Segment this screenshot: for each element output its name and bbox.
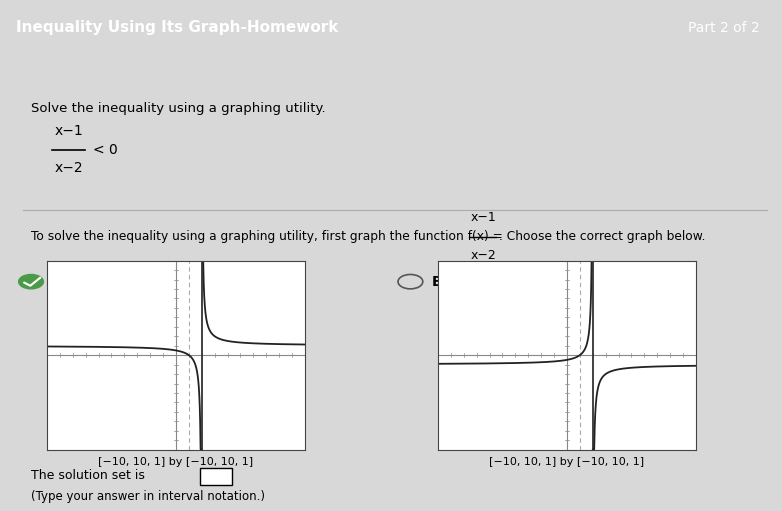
Text: Solve the inequality using a graphing utility.: Solve the inequality using a graphing ut… [31,102,325,115]
Circle shape [19,274,44,289]
FancyBboxPatch shape [200,468,232,485]
Text: A.: A. [50,275,66,289]
Text: (Type your answer in interval notation.): (Type your answer in interval notation.) [31,490,265,503]
Text: x−2: x−2 [54,161,83,175]
Text: To solve the inequality using a graphing utility, first graph the function f(x) : To solve the inequality using a graphing… [31,230,503,243]
Text: < 0: < 0 [93,144,118,157]
Text: [−10, 10, 1] by [−10, 10, 1]: [−10, 10, 1] by [−10, 10, 1] [490,457,644,468]
Text: . Choose the correct graph below.: . Choose the correct graph below. [500,230,706,243]
Text: x−2: x−2 [471,249,497,262]
Text: B.: B. [432,275,448,289]
Text: The solution set is: The solution set is [31,470,145,482]
Text: Inequality Using Its Graph-Homework: Inequality Using Its Graph-Homework [16,20,338,35]
Text: Part 2 of 2: Part 2 of 2 [688,20,760,35]
Text: x−1: x−1 [471,212,497,224]
Text: [−10, 10, 1] by [−10, 10, 1]: [−10, 10, 1] by [−10, 10, 1] [99,457,253,468]
Text: x−1: x−1 [54,124,83,138]
